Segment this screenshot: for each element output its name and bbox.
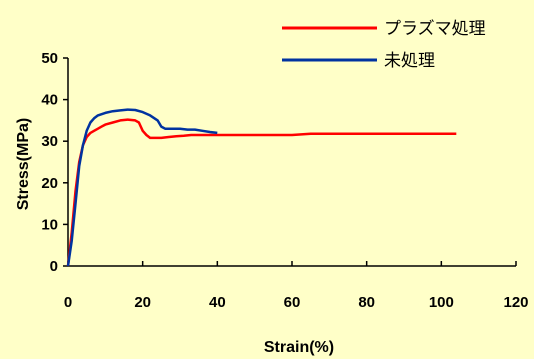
- y-tick-label: 40: [41, 92, 58, 109]
- y-tick-label: 30: [41, 133, 58, 150]
- x-tick-label: 60: [284, 294, 301, 311]
- x-axis-title: Strain(%): [264, 339, 334, 356]
- x-tick-label: 20: [134, 294, 151, 311]
- y-tick-label: 10: [41, 216, 58, 233]
- x-tick-label: 80: [358, 294, 375, 311]
- y-tick-label: 20: [41, 175, 58, 192]
- series-line-plasma: [66, 118, 457, 267]
- x-ticks: 0 20 40 60 80 100 120: [64, 261, 529, 311]
- series-layer: [66, 108, 457, 267]
- legend-label-plasma: プラズマ処理: [384, 19, 486, 39]
- x-tick-label: 100: [429, 294, 454, 311]
- x-tick-label: 120: [503, 294, 528, 311]
- axes: [67, 58, 516, 267]
- legend-label-untreated: 未処理: [384, 51, 435, 71]
- y-ticks: 0 10 20 30 40 50: [41, 50, 68, 275]
- x-tick-label: 40: [209, 294, 226, 311]
- series-line-untreated: [66, 108, 218, 267]
- y-tick-label: 0: [50, 258, 58, 275]
- x-tick-label: 0: [64, 294, 72, 311]
- y-axis-title: Stress(MPa): [15, 118, 32, 210]
- y-tick-label: 50: [41, 50, 58, 67]
- legend: プラズマ処理 未処理: [282, 19, 486, 71]
